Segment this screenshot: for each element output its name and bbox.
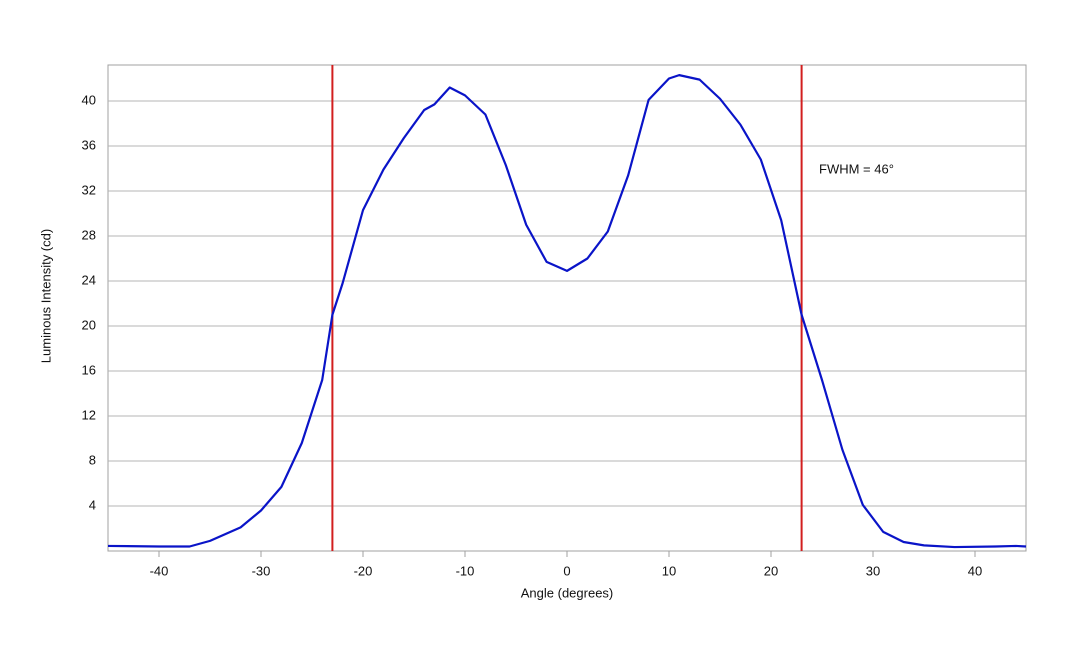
x-tick-label: 20 [764,563,778,578]
x-tick-label: -20 [354,563,373,578]
annotation: FWHM = 46° [819,161,894,176]
y-axis-label: Luminous Intensity (cd) [38,229,53,363]
x-tick-label: -10 [456,563,475,578]
y-tick-label: 8 [89,452,96,467]
y-tick-label: 28 [82,227,96,242]
x-axis-label: Angle (degrees) [521,585,614,600]
y-tick-label: 24 [82,272,96,287]
x-tick-label: 30 [866,563,880,578]
y-tick-label: 12 [82,407,96,422]
plot-frame [107,64,1027,552]
x-tick-label: 40 [968,563,982,578]
data-line [107,74,1027,549]
y-tick-label: 16 [82,362,96,377]
y-tick-label: 4 [89,497,96,512]
y-tick-label: 32 [82,182,96,197]
x-tick-label: 10 [662,563,676,578]
y-tick-label: 36 [82,137,96,152]
x-tick-label: -30 [252,563,271,578]
y-tick-label: 40 [82,92,96,107]
x-tick-label: 0 [563,563,570,578]
x-tick-label: -40 [150,563,169,578]
y-tick-label: 20 [82,317,96,332]
